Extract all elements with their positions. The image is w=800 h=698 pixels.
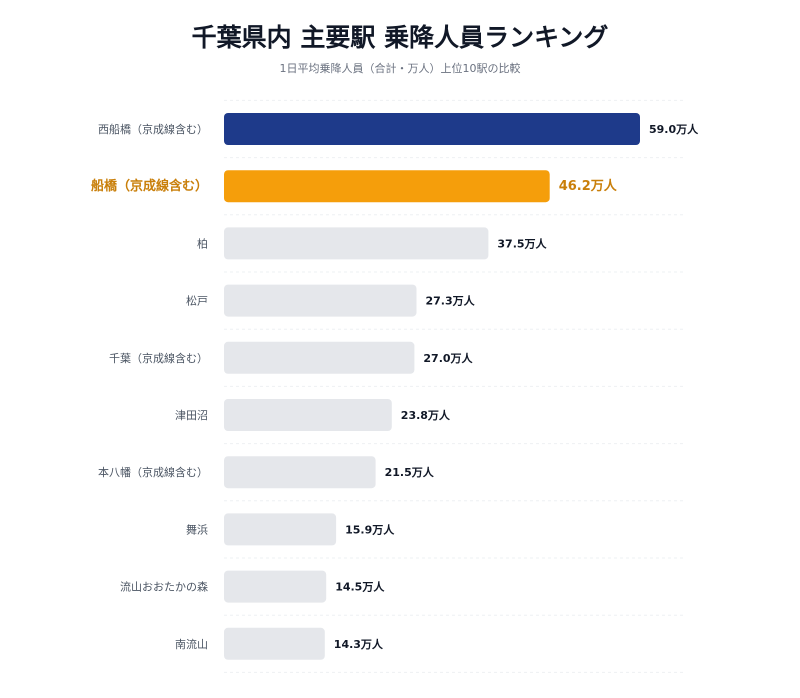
- value-label: 21.5万人: [385, 465, 435, 479]
- category-label: 流山おおたかの森: [120, 580, 208, 594]
- bar-row: 松戸 27.3万人: [186, 284, 476, 317]
- value-label: 23.8万人: [401, 408, 451, 422]
- bar-row: 柏 37.5万人: [197, 227, 548, 260]
- value-label: 46.2万人: [559, 178, 618, 194]
- bar: [224, 170, 550, 203]
- category-label: 津田沼: [175, 408, 208, 422]
- bar: [224, 341, 415, 374]
- bar-row: 南流山 14.3万人: [175, 627, 384, 660]
- category-label: 船橋（京成線含む）: [91, 178, 208, 194]
- category-label: 南流山: [175, 637, 208, 651]
- category-label: 松戸: [186, 294, 208, 308]
- value-label: 27.3万人: [426, 294, 476, 308]
- category-label: 千葉（京成線含む）: [109, 351, 208, 365]
- value-label: 59.0万人: [649, 122, 699, 136]
- chart-title: 千葉県内 主要駅 乗降人員ランキング: [191, 23, 609, 52]
- bar: [224, 456, 376, 489]
- value-label: 27.0万人: [423, 351, 473, 365]
- bar: [224, 627, 325, 660]
- value-label: 14.5万人: [335, 580, 385, 594]
- bar: [224, 113, 640, 145]
- bar-row: 流山おおたかの森 14.5万人: [120, 570, 385, 603]
- bar: [224, 227, 489, 260]
- bar-row: 津田沼 23.8万人: [175, 399, 451, 431]
- bar: [224, 284, 417, 317]
- category-label: 舞浜: [186, 523, 208, 536]
- bar: [224, 399, 392, 431]
- bar-row: 船橋（京成線含む） 46.2万人: [91, 170, 618, 203]
- bar-row: 千葉（京成線含む） 27.0万人: [109, 341, 474, 374]
- chart-subtitle: 1日平均乗降人員（合計・万人）上位10駅の比較: [279, 62, 521, 75]
- bar-row: 舞浜 15.9万人: [186, 513, 395, 546]
- value-label: 15.9万人: [345, 522, 395, 536]
- category-label: 西船橋（京成線含む）: [98, 122, 208, 136]
- bar: [224, 513, 337, 546]
- bar: [224, 570, 327, 603]
- category-label: 柏: [197, 236, 208, 250]
- category-label: 本八幡（京成線含む）: [98, 465, 208, 479]
- bar-row: 西船橋（京成線含む） 59.0万人: [98, 113, 699, 145]
- value-label: 37.5万人: [497, 236, 547, 250]
- bar-row: 本八幡（京成線含む） 21.5万人: [98, 456, 435, 489]
- value-label: 14.3万人: [334, 637, 384, 651]
